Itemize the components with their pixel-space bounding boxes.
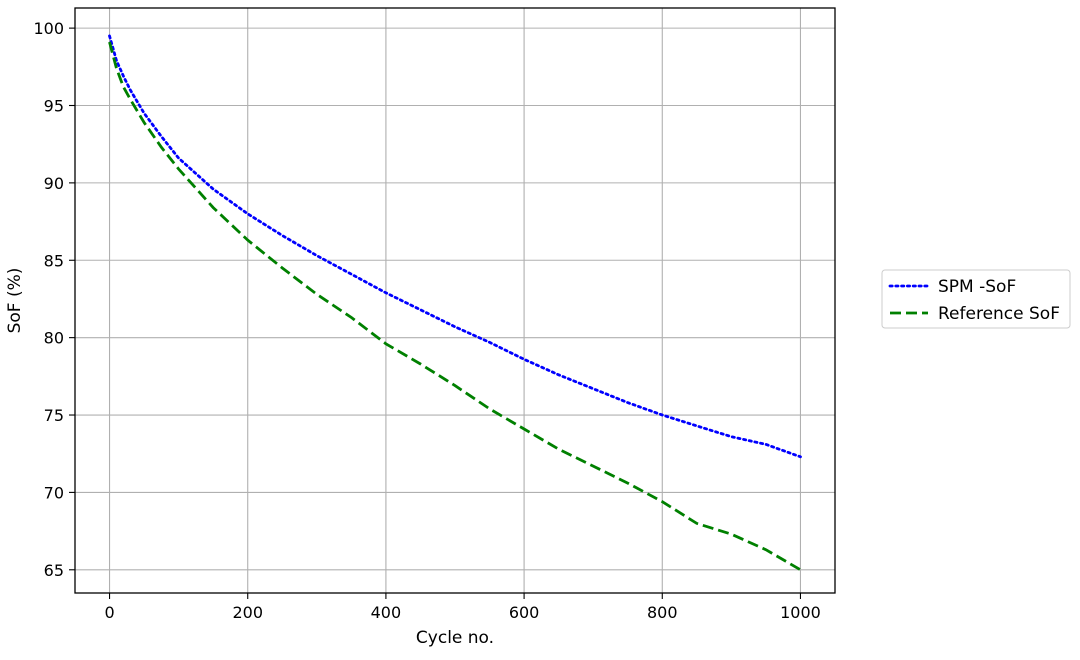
- y-tick-label: 80: [44, 329, 64, 348]
- y-tick-label: 65: [44, 561, 64, 580]
- legend-box: [881, 269, 1071, 329]
- y-tick-label: 75: [44, 406, 64, 425]
- legend-label-reference-sof: Reference SoF: [938, 304, 1060, 324]
- x-tick-label: 800: [647, 603, 678, 622]
- x-axis-label: Cycle no.: [416, 628, 494, 648]
- x-tick-label: 200: [232, 603, 263, 622]
- x-tick-label: 0: [104, 603, 114, 622]
- grid: [75, 8, 835, 593]
- y-tick-label: 95: [44, 97, 64, 116]
- y-tick-label: 70: [44, 483, 64, 502]
- y-axis-label: SoF (%): [5, 268, 25, 334]
- y-tick-label: 85: [44, 251, 64, 270]
- series-line-0: [108, 34, 802, 459]
- x-tick-label: 600: [509, 603, 540, 622]
- x-tick-label: 1000: [780, 603, 821, 622]
- series-lines: [108, 34, 802, 572]
- legend: SPM -SoF Reference SoF: [881, 269, 1071, 329]
- series-line-1: [108, 41, 802, 572]
- plot-area-frame: [74, 7, 836, 594]
- x-tick-label: 400: [371, 603, 402, 622]
- y-tick-label: 100: [33, 19, 64, 38]
- y-tick-label: 90: [44, 174, 64, 193]
- axis-ticks: 0 200 400 600 800 1000 65 70 75 80 85 90 95 100: [33, 19, 820, 622]
- legend-label-spm-sof: SPM -SoF: [938, 277, 1016, 297]
